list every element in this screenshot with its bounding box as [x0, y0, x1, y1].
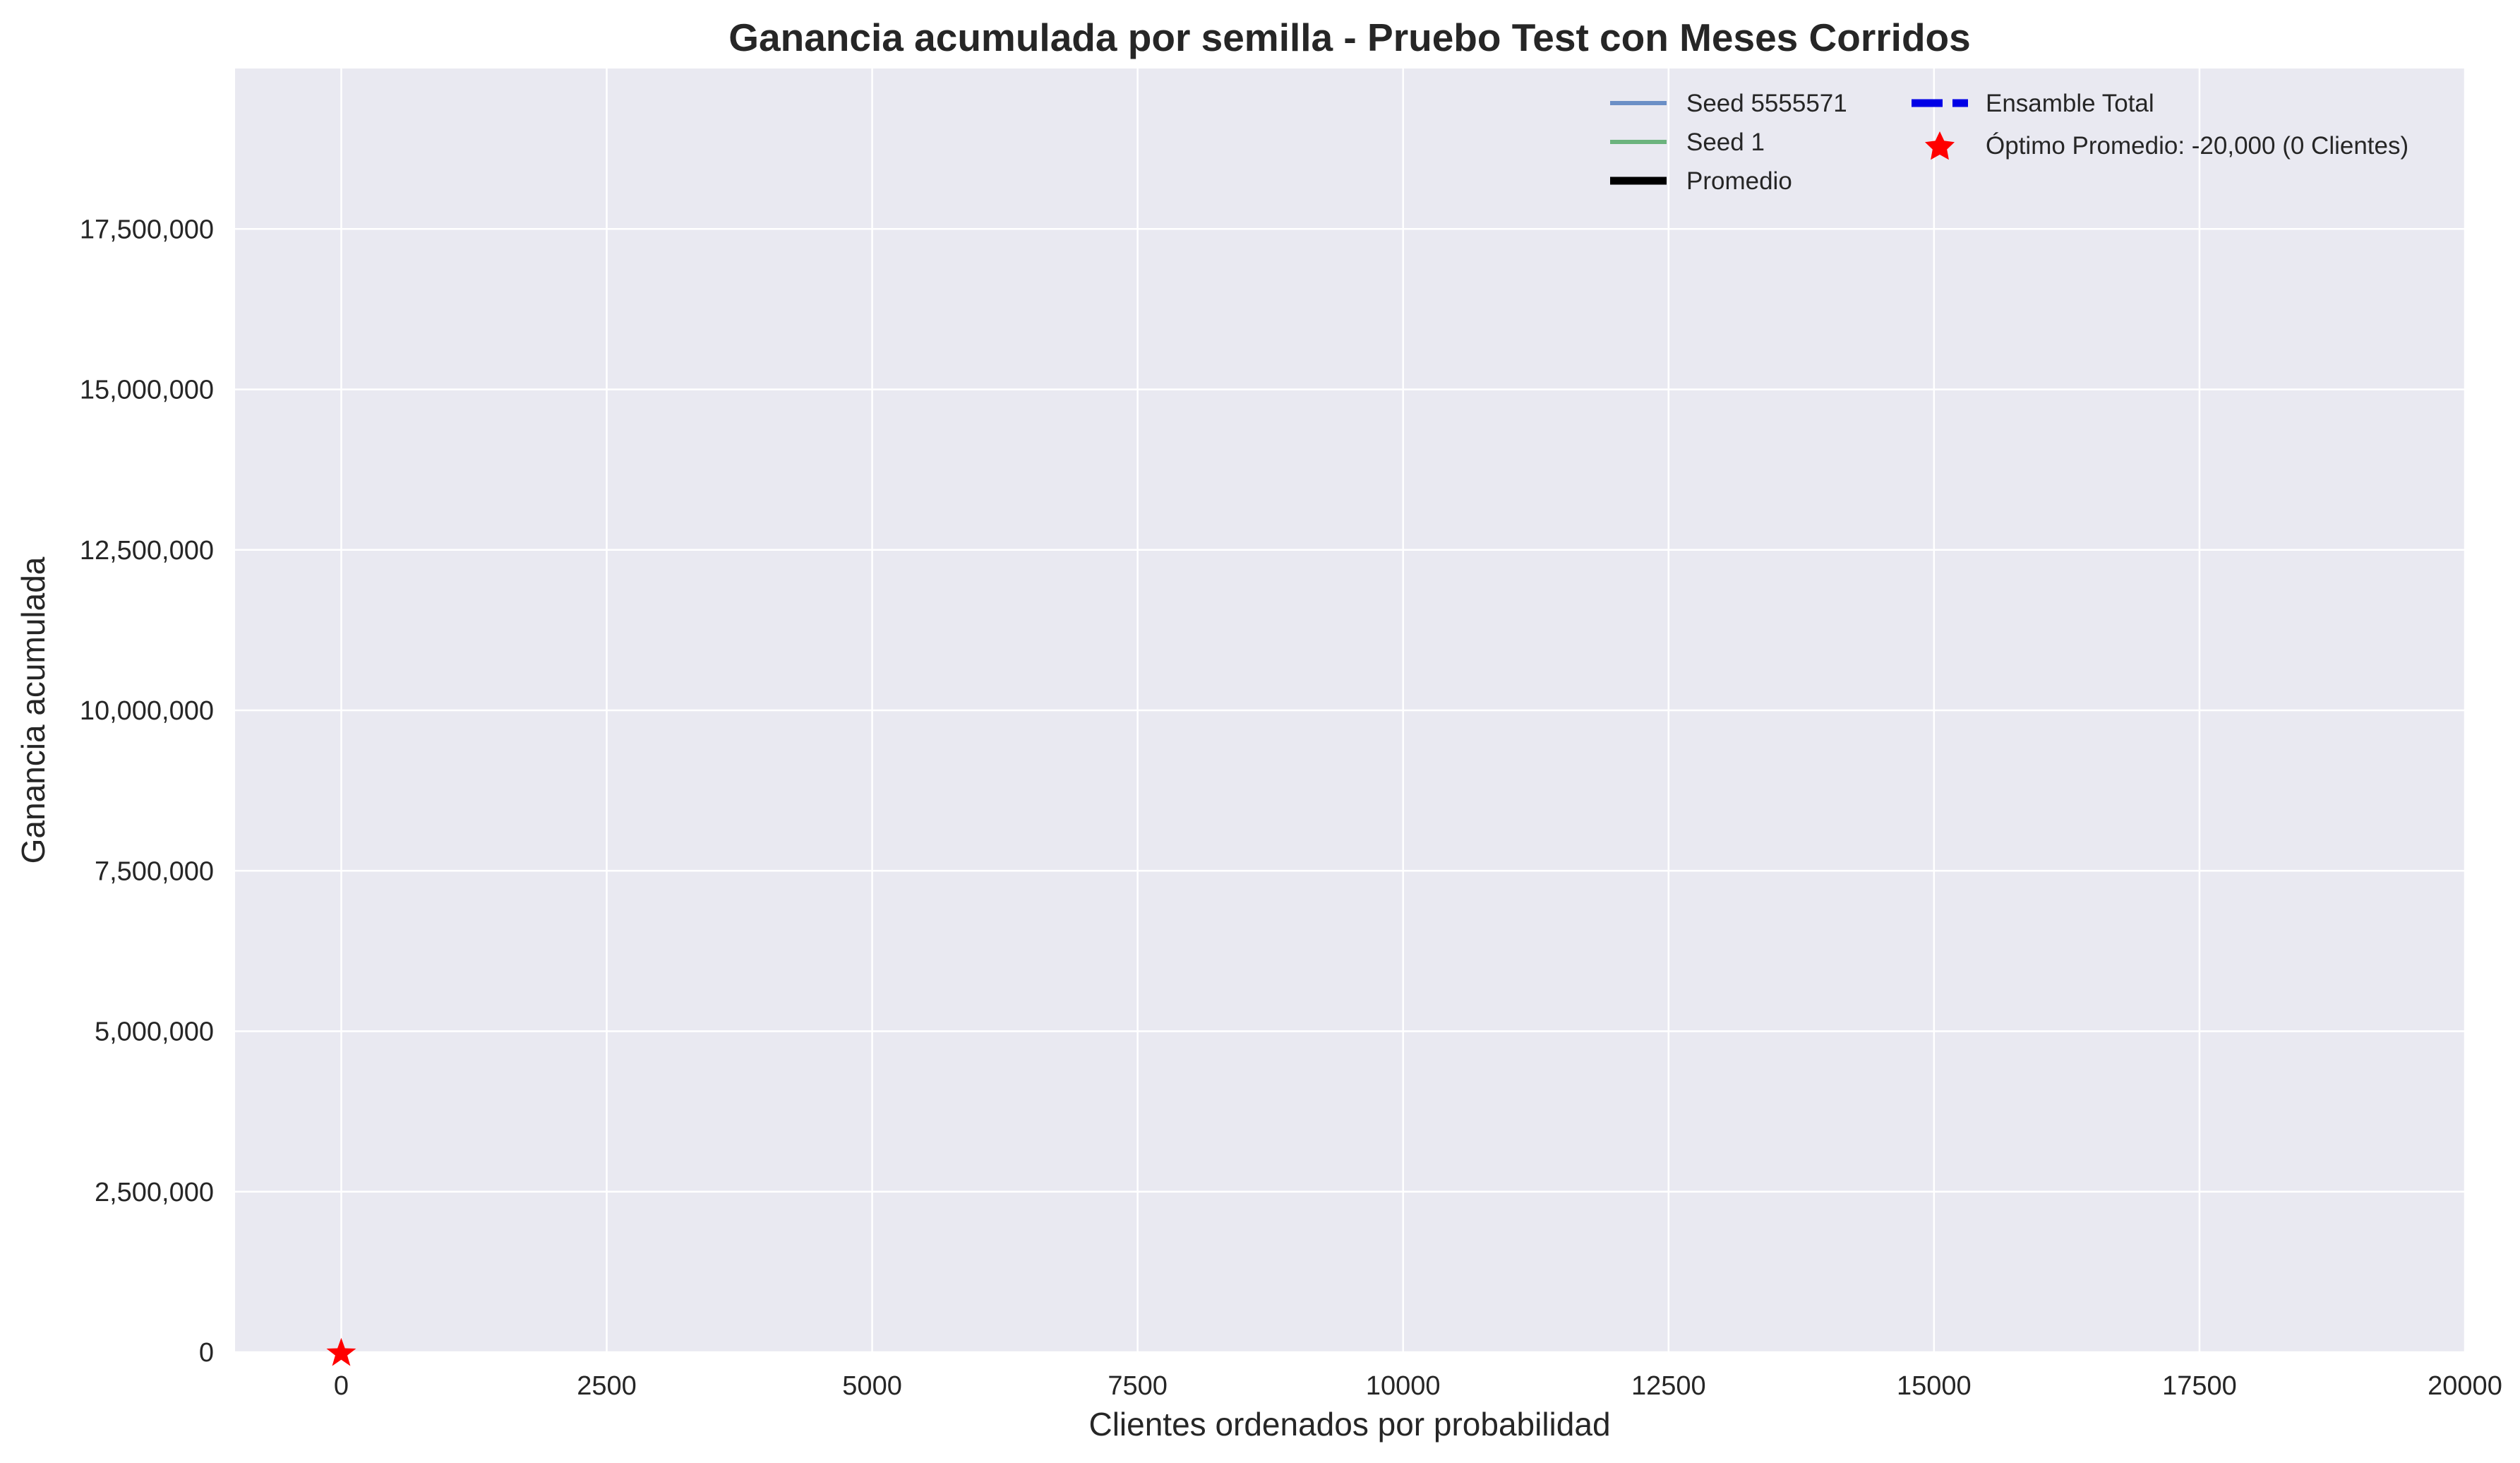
y-tick-label: 10,000,000	[80, 696, 214, 726]
legend-label-ensamble-total: Ensamble Total	[1986, 90, 2154, 117]
x-axis-title: Clientes ordenados por probabilidad	[1088, 1406, 1610, 1443]
legend: Seed 5555571 Seed 1 Promedio Ensamble To…	[1610, 90, 2408, 195]
legend-label-promedio: Promedio	[1686, 167, 1792, 195]
legend-label-optimum: Óptimo Promedio: -20,000 (0 Clientes)	[1986, 132, 2408, 160]
legend-label-seed-1: Seed 1	[1686, 129, 1765, 156]
y-tick-label: 5,000,000	[95, 1017, 214, 1047]
x-tick-label: 12500	[1631, 1371, 1706, 1401]
chart-title: Ganancia acumulada por semilla - Pruebo …	[728, 16, 1971, 59]
x-tick-label: 7500	[1108, 1371, 1168, 1401]
y-tick-label: 15,000,000	[80, 376, 214, 405]
y-axis-title: Ganancia acumulada	[15, 556, 52, 864]
x-tick-label: 0	[334, 1371, 349, 1401]
legend-star-icon	[1925, 131, 1955, 160]
x-tick-label: 2500	[577, 1371, 637, 1401]
grid	[235, 68, 2466, 1354]
y-tick-label: 2,500,000	[95, 1178, 214, 1207]
x-axis-ticks: 0 2500 5000 7500 10000 12500 15000 17500 20000	[334, 1371, 2502, 1401]
x-tick-label: 15000	[1897, 1371, 1972, 1401]
y-axis-ticks: 0 2,500,000 5,000,000 7,500,000 10,000,000 12…	[80, 215, 214, 1368]
data-series	[326, 1337, 356, 1366]
x-tick-label: 17500	[2162, 1371, 2237, 1401]
x-tick-label: 20000	[2428, 1371, 2502, 1401]
y-tick-label: 12,500,000	[80, 536, 214, 566]
x-tick-label: 10000	[1366, 1371, 1441, 1401]
y-tick-label: 17,500,000	[80, 215, 214, 244]
legend-label-seed-5555571: Seed 5555571	[1686, 90, 1847, 117]
y-tick-label: 0	[199, 1338, 214, 1368]
optimum-star-marker	[326, 1337, 356, 1366]
x-tick-label: 5000	[842, 1371, 902, 1401]
y-tick-label: 7,500,000	[95, 856, 214, 886]
